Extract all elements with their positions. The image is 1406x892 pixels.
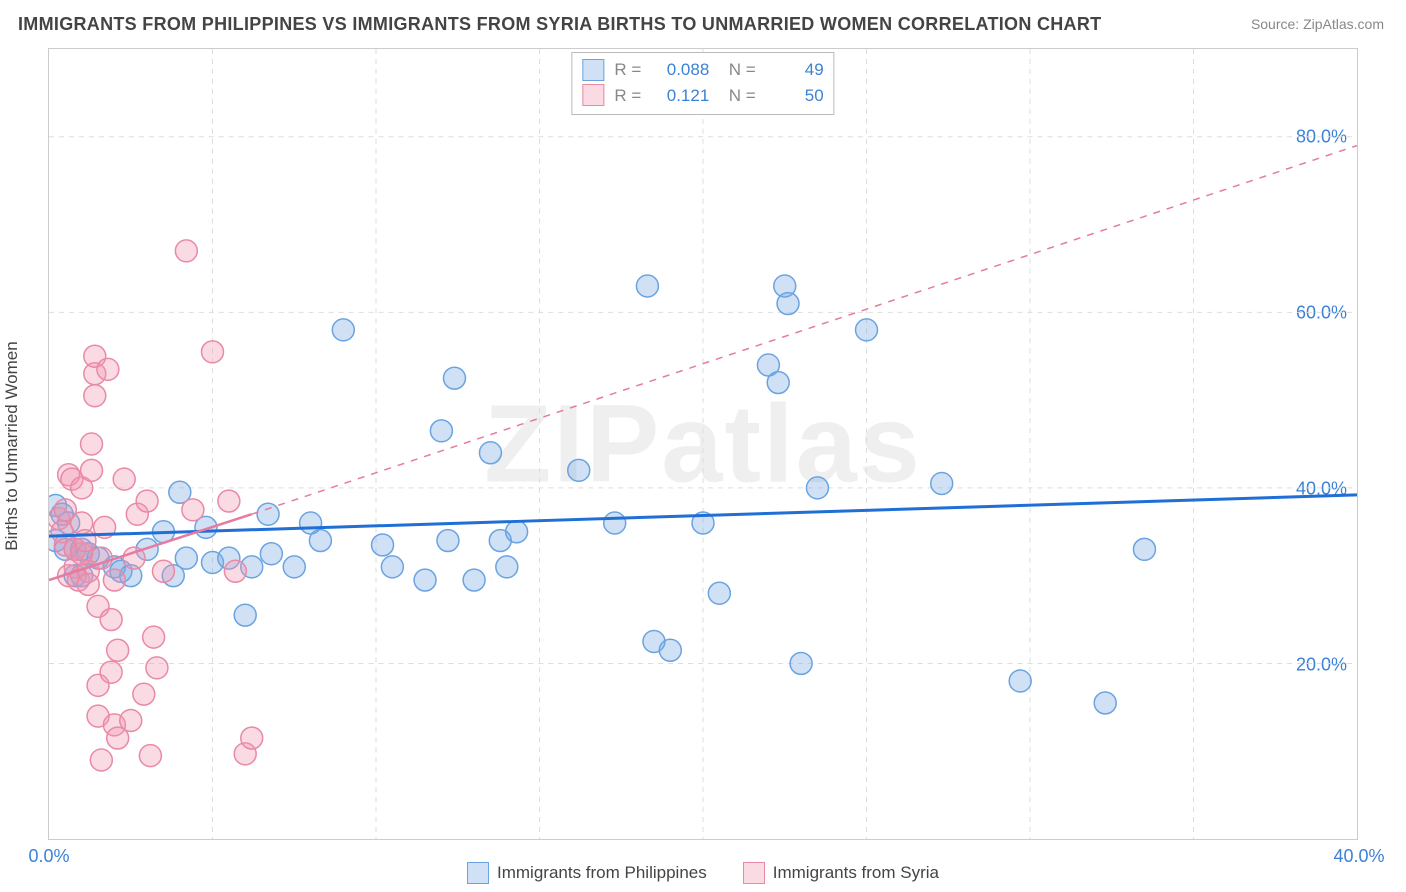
swatch-syria [582,84,604,106]
scatter-point-philippines [636,275,658,297]
scatter-point-philippines [568,459,590,481]
series-legend: Immigrants from Philippines Immigrants f… [467,862,939,884]
scatter-point-philippines [1094,692,1116,714]
scatter-point-syria [90,749,112,771]
legend-label: Immigrants from Syria [773,863,939,883]
scatter-point-philippines [234,604,256,626]
plot-area: ZIPatlas 20.0%40.0%60.0%80.0% 0.0%40.0% [48,48,1358,840]
y-axis-title: Births to Unmarried Women [2,341,22,550]
swatch-philippines [467,862,489,884]
chart-title: IMMIGRANTS FROM PHILIPPINES VS IMMIGRANT… [18,14,1101,35]
legend-label: Immigrants from Philippines [497,863,707,883]
scatter-point-syria [175,240,197,262]
chart-svg [49,49,1357,839]
scatter-point-philippines [437,530,459,552]
scatter-point-syria [113,468,135,490]
scatter-point-philippines [414,569,436,591]
scatter-point-syria [81,433,103,455]
trend-line-syria-dashed [252,146,1357,515]
scatter-point-philippines [175,547,197,569]
scatter-point-syria [120,710,142,732]
scatter-point-syria [97,358,119,380]
legend-item-philippines: Immigrants from Philippines [467,862,707,884]
scatter-point-philippines [1133,538,1155,560]
scatter-point-philippines [931,473,953,495]
swatch-philippines [582,59,604,81]
scatter-point-philippines [708,582,730,604]
scatter-point-philippines [332,319,354,341]
scatter-point-syria [103,569,125,591]
scatter-point-syria [100,609,122,631]
scatter-point-philippines [604,512,626,534]
scatter-point-philippines [443,367,465,389]
scatter-point-philippines [659,639,681,661]
scatter-point-philippines [430,420,452,442]
scatter-point-syria [100,661,122,683]
scatter-point-syria [202,341,224,363]
scatter-point-syria [74,530,96,552]
scatter-point-philippines [777,293,799,315]
source-label: Source: ZipAtlas.com [1251,16,1384,32]
scatter-point-philippines [283,556,305,578]
scatter-point-philippines [767,372,789,394]
scatter-point-philippines [1009,670,1031,692]
scatter-point-syria [143,626,165,648]
scatter-point-philippines [806,477,828,499]
scatter-point-philippines [506,521,528,543]
scatter-point-syria [107,639,129,661]
scatter-point-syria [84,385,106,407]
scatter-point-philippines [496,556,518,578]
scatter-point-philippines [260,543,282,565]
swatch-syria [743,862,765,884]
scatter-point-syria [224,560,246,582]
scatter-point-philippines [790,652,812,674]
x-tick-label: 0.0% [28,846,69,867]
scatter-point-syria [182,499,204,521]
scatter-point-philippines [381,556,403,578]
scatter-point-philippines [372,534,394,556]
scatter-point-philippines [479,442,501,464]
x-tick-label: 40.0% [1333,846,1384,867]
correlation-legend: R =0.088 N =49 R =0.121 N =50 [571,52,834,115]
scatter-point-syria [81,459,103,481]
scatter-point-philippines [257,503,279,525]
scatter-point-syria [139,745,161,767]
scatter-point-syria [136,490,158,512]
scatter-point-syria [146,657,168,679]
scatter-point-philippines [309,530,331,552]
scatter-point-philippines [463,569,485,591]
scatter-point-syria [241,727,263,749]
scatter-point-syria [77,573,99,595]
scatter-point-philippines [856,319,878,341]
legend-row-philippines: R =0.088 N =49 [582,57,823,83]
scatter-point-syria [133,683,155,705]
legend-item-syria: Immigrants from Syria [743,862,939,884]
scatter-point-syria [218,490,240,512]
legend-row-syria: R =0.121 N =50 [582,83,823,109]
scatter-point-syria [152,560,174,582]
